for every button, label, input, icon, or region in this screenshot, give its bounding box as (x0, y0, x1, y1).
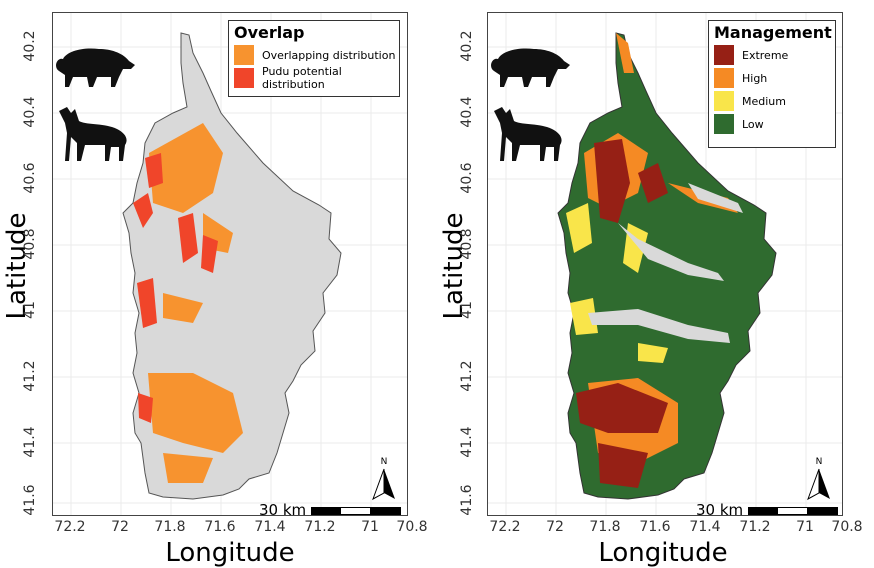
x-tick: 71.8 (154, 519, 186, 535)
management-map-plot: Management Extreme High Medium Low N (487, 12, 843, 516)
legend-swatch-overlapping (234, 45, 254, 65)
y-tick: 41 (459, 301, 475, 319)
x-tick: 71.2 (304, 519, 336, 535)
x-tick: 72 (546, 519, 564, 535)
pudu-deer-silhouette-icon (55, 103, 133, 167)
y-tick: 40.6 (459, 162, 475, 194)
legend-swatch-low (714, 114, 734, 134)
y-tick: 40.4 (22, 96, 38, 128)
extreme-management-layer (576, 139, 668, 488)
x-axis-label: Longitude (165, 538, 295, 568)
management-map-panel: Latitude 40.2 40.4 40.6 40.8 41 41.2 41.… (437, 0, 874, 568)
x-tick: 71.6 (204, 519, 236, 535)
y-tick: 40.4 (459, 96, 475, 128)
y-tick: 41.2 (459, 360, 475, 392)
scale-label: 30 km (259, 501, 307, 516)
y-tick: 41 (22, 301, 38, 319)
x-tick: 70.8 (831, 519, 863, 535)
overlap-map-panel: Latitude 40.2 40.4 40.6 40.8 41 41.2 41.… (0, 0, 437, 568)
x-tick: 71.4 (254, 519, 286, 535)
wild-boar-silhouette-icon (53, 43, 137, 93)
legend-swatch-high (714, 68, 734, 88)
legend-title: Management (714, 23, 832, 42)
x-tick: 72 (111, 519, 129, 535)
x-tick: 71.6 (639, 519, 671, 535)
y-tick: 41.6 (22, 484, 38, 516)
y-tick: 41.6 (459, 484, 475, 516)
y-tick: 40.8 (459, 228, 475, 260)
management-legend: Management Extreme High Medium Low (708, 20, 836, 148)
legend-item-pudu: Pudu potential distribution (234, 65, 399, 91)
scale-bar-graphic (310, 506, 401, 515)
north-label: N (815, 457, 823, 467)
overlap-legend: Overlap Overlapping distribution Pudu po… (228, 20, 400, 97)
north-arrow-icon: N (369, 457, 399, 501)
scale-bar: 30 km (696, 501, 838, 516)
scale-label: 30 km (696, 501, 744, 516)
legend-swatch-medium (714, 91, 734, 111)
x-tick: 72.2 (54, 519, 86, 535)
legend-swatch-extreme (714, 45, 734, 65)
y-tick: 41.4 (22, 426, 38, 458)
y-tick: 40.2 (459, 30, 475, 62)
pudu-deer-silhouette-icon (490, 103, 568, 167)
legend-label: Medium (742, 94, 786, 108)
x-tick: 71.2 (739, 519, 771, 535)
legend-item-medium: Medium (714, 91, 835, 111)
wild-boar-silhouette-icon (488, 43, 572, 93)
y-tick: 41.2 (22, 360, 38, 392)
no-data-river-layer (588, 183, 743, 343)
y-tick: 40.8 (22, 228, 38, 260)
x-axis-label: Longitude (598, 538, 728, 568)
y-tick: 41.4 (459, 426, 475, 458)
legend-label: Low (742, 117, 764, 131)
legend-swatch-pudu (234, 68, 254, 88)
legend-item-high: High (714, 68, 835, 88)
x-tick: 71.8 (589, 519, 621, 535)
overlap-map-plot: Overlap Overlapping distribution Pudu po… (52, 12, 408, 516)
x-tick: 71 (796, 519, 814, 535)
scale-bar: 30 km (259, 501, 401, 516)
management-map-svg (488, 13, 842, 515)
overlap-map-svg (53, 13, 407, 515)
legend-label: Pudu potential distribution (262, 65, 342, 91)
legend-item-low: Low (714, 114, 835, 134)
pudu-potential-distribution-layer (133, 153, 218, 423)
x-tick: 71.4 (689, 519, 721, 535)
legend-title: Overlap (234, 23, 305, 42)
legend-label: High (742, 71, 768, 85)
x-tick: 71 (361, 519, 379, 535)
scale-bar-graphic (747, 506, 838, 515)
x-tick: 70.8 (396, 519, 428, 535)
y-tick: 40.6 (22, 162, 38, 194)
legend-label: Overlapping distribution (262, 48, 396, 62)
overlapping-distribution-layer (148, 123, 243, 483)
north-arrow-icon: N (804, 457, 834, 501)
legend-label: Extreme (742, 48, 789, 62)
legend-item-overlapping: Overlapping distribution (234, 45, 399, 65)
y-tick: 40.2 (22, 30, 38, 62)
north-label: N (380, 457, 388, 467)
x-tick: 72.2 (489, 519, 521, 535)
legend-item-extreme: Extreme (714, 45, 835, 65)
